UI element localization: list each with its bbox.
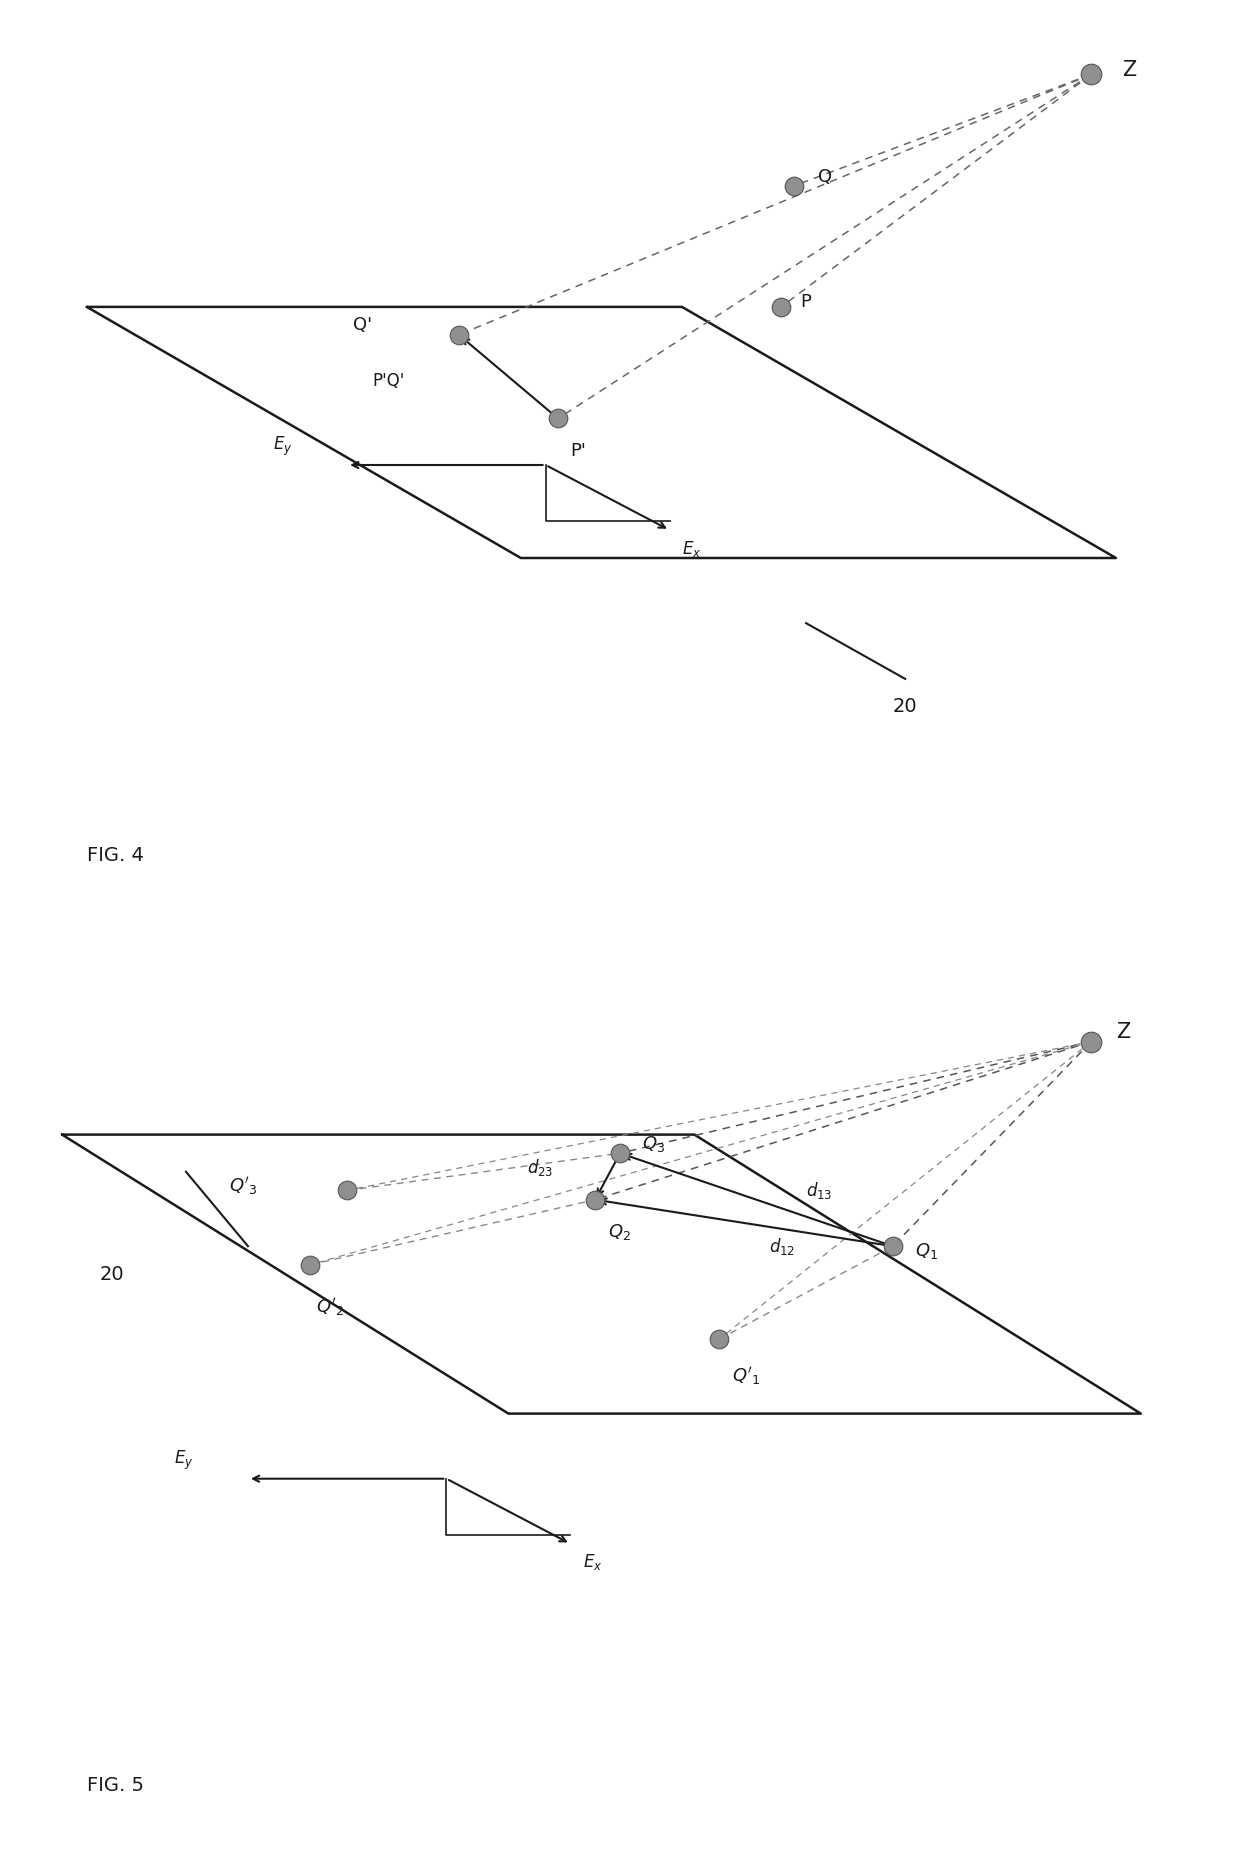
Point (1081, 1027, 1101, 1056)
Text: $E_x$: $E_x$ (583, 1553, 603, 1572)
Text: P: P (800, 294, 811, 311)
Text: $Q'_3$: $Q'_3$ (229, 1176, 258, 1196)
Text: $d_{13}$: $d_{13}$ (806, 1179, 832, 1202)
Text: P': P' (570, 443, 587, 459)
Text: 20: 20 (99, 1265, 124, 1283)
Point (449, 320, 469, 350)
Point (548, 404, 568, 433)
Text: $d_{12}$: $d_{12}$ (769, 1235, 795, 1257)
Text: Q': Q' (353, 316, 372, 335)
Text: $Q_3$: $Q_3$ (642, 1135, 666, 1153)
Text: $Q'_2$: $Q'_2$ (316, 1296, 345, 1317)
Text: FIG. 4: FIG. 4 (87, 846, 144, 865)
Text: $Q'_1$: $Q'_1$ (732, 1365, 760, 1388)
Text: $Q_2$: $Q_2$ (608, 1222, 630, 1242)
Text: $E_x$: $E_x$ (682, 539, 702, 558)
Text: Z: Z (1122, 60, 1136, 80)
Point (709, 1324, 729, 1354)
Point (1081, 60, 1101, 89)
Point (610, 1138, 630, 1168)
Text: FIG. 5: FIG. 5 (87, 1776, 144, 1795)
Point (771, 292, 791, 322)
Text: P'Q': P'Q' (372, 372, 404, 391)
Text: $E_y$: $E_y$ (174, 1449, 193, 1471)
Point (300, 1250, 320, 1280)
Text: $E_y$: $E_y$ (273, 435, 293, 458)
Point (883, 1231, 903, 1261)
Text: $d_{23}$: $d_{23}$ (527, 1157, 553, 1177)
Point (337, 1176, 357, 1205)
Text: Q: Q (818, 167, 832, 186)
Point (585, 1185, 605, 1215)
Text: 20: 20 (893, 698, 918, 716)
Text: Z: Z (1116, 1023, 1130, 1042)
Text: $Q_1$: $Q_1$ (915, 1241, 939, 1261)
Point (784, 171, 804, 201)
